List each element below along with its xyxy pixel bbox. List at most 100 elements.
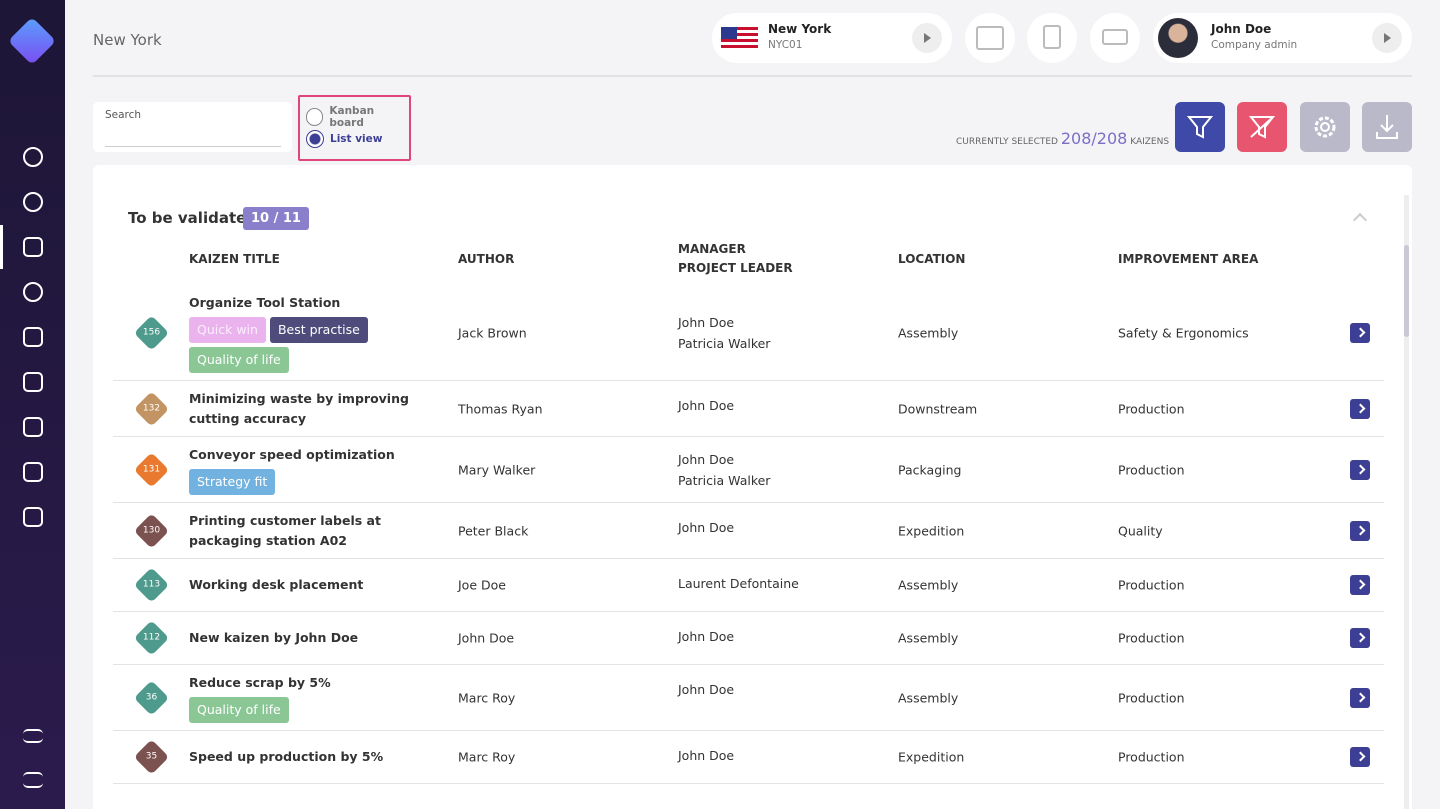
manager: Laurent Defontaine [678, 576, 799, 591]
kaizen-row[interactable]: 36 Reduce scrap by 5% Quality of life Marc … [113, 665, 1384, 731]
location: Assembly [898, 325, 959, 340]
kaizen-row[interactable]: 130 Printing customer labels at packaging… [113, 503, 1384, 559]
filter-button[interactable] [1175, 102, 1225, 152]
routes-button[interactable] [1090, 13, 1140, 63]
location: Expedition [898, 523, 965, 538]
location: Expedition [898, 749, 965, 765]
manager: John Doe [678, 520, 735, 535]
author: Peter Black [458, 523, 529, 538]
settings-button[interactable] [1300, 102, 1350, 152]
kaizen-row[interactable]: 156 Organize Tool Station Quick win Best pr… [113, 285, 1384, 381]
tag: Quality of life [189, 346, 289, 373]
nav-active [0, 225, 3, 269]
site-name: New York [768, 22, 832, 36]
title-cell: Conveyor speed optimization Strategy fit [189, 445, 449, 495]
open-button[interactable] [1350, 520, 1370, 541]
improvement-area: Safety & Ergonomics [1118, 325, 1249, 340]
group-title: To be validated [128, 209, 258, 227]
open-button[interactable] [1350, 575, 1370, 595]
nav-icon[interactable] [23, 282, 43, 302]
kaizen-title: Working desk placement [189, 577, 364, 592]
menu-icon[interactable] [23, 772, 43, 788]
avatar [1158, 18, 1198, 58]
tags: Quick win Best practise Quality of life [189, 313, 389, 373]
open-button[interactable] [1350, 459, 1370, 480]
search-box[interactable]: Search [93, 102, 292, 152]
kaizen-row[interactable]: 112 New kaizen by John Doe John Doe John Do… [113, 612, 1384, 665]
open-button[interactable] [1350, 322, 1370, 343]
location: Assembly [898, 630, 959, 646]
kaizen-title: Conveyor speed optimization [189, 446, 395, 462]
author: Marc Roy [458, 749, 516, 765]
author: Thomas Ryan [458, 401, 543, 416]
search-underline [105, 146, 281, 147]
user-name: John Doe [1211, 22, 1272, 36]
improvement-area: Production [1118, 577, 1185, 593]
kaizen-id: 113 [142, 579, 161, 590]
managers: John Doe [678, 679, 734, 700]
clear-filter-button[interactable] [1237, 102, 1287, 152]
author: Marc Roy [458, 690, 516, 705]
user-menu[interactable]: John Doe Company admin [1153, 13, 1412, 63]
site-arrow[interactable] [912, 23, 942, 53]
kaizen-title: Reduce scrap by 5% [189, 674, 331, 690]
kaizen-id-badge: 36 [133, 679, 170, 716]
selection-prefix: CURRENTLY SELECTED [956, 137, 1058, 147]
location: Assembly [898, 690, 959, 705]
kaizen-id-badge: 112 [133, 620, 170, 656]
manager: John Doe [678, 748, 735, 763]
location: Assembly [898, 577, 959, 593]
improvement-area: Production [1118, 462, 1185, 477]
kaizen-row[interactable]: 132 Minimizing waste by improving cutting… [113, 381, 1384, 437]
kaizen-row[interactable]: 35 Speed up production by 5% Marc Roy John … [113, 731, 1384, 784]
nav-icon[interactable] [23, 417, 43, 437]
site-selector[interactable]: New York NYC01 [712, 13, 952, 63]
nav-icon[interactable] [23, 237, 43, 257]
site-code: NYC01 [768, 39, 803, 51]
column-header: MANAGER PROJECT LEADER [678, 242, 793, 275]
board-button[interactable] [965, 13, 1015, 63]
selection-info: CURRENTLY SELECTED 208/208 KAIZENS [956, 129, 1169, 148]
improvement-area: Production [1118, 690, 1185, 705]
manager: Patricia Walker [678, 472, 771, 488]
kaizen-id: 35 [145, 751, 158, 762]
nav-icon[interactable] [23, 372, 43, 392]
selection-count: 208/208 [1060, 129, 1128, 148]
tag: Quality of life [189, 696, 289, 723]
open-button[interactable] [1350, 628, 1370, 648]
managers: John Doe [678, 395, 734, 416]
improvement-area: Production [1118, 749, 1185, 765]
view-option[interactable]: List view [306, 130, 382, 148]
kaizen-id-badge: 35 [133, 739, 170, 775]
settings-icon[interactable] [23, 729, 43, 743]
kaizen-id: 112 [142, 632, 161, 643]
location: Packaging [898, 462, 962, 477]
nav-icon[interactable] [23, 147, 43, 167]
manager: John Doe [678, 398, 735, 413]
manager: John Doe [678, 451, 735, 467]
tags: Strategy fit [189, 465, 389, 495]
kaizen-row[interactable]: 131 Conveyor speed optimization Strategy f… [113, 437, 1384, 503]
logo[interactable] [7, 16, 57, 66]
open-button[interactable] [1350, 747, 1370, 767]
open-button[interactable] [1350, 398, 1370, 419]
nav-icon[interactable] [23, 462, 43, 482]
user-arrow[interactable] [1372, 23, 1402, 53]
column-header: KAIZEN TITLE [189, 252, 280, 266]
nav-icon[interactable] [23, 192, 43, 212]
kaizen-id: 156 [142, 327, 161, 337]
tasks-button[interactable] [1027, 13, 1077, 63]
tags: Quality of life [189, 693, 389, 723]
kaizen-id: 36 [145, 692, 158, 702]
download-button[interactable] [1362, 102, 1412, 152]
open-button[interactable] [1350, 687, 1370, 708]
kaizen-title: Organize Tool Station [189, 294, 341, 310]
view-option[interactable]: Kanban board [306, 105, 409, 129]
manager: John Doe [678, 314, 735, 330]
nav-icon[interactable] [23, 327, 43, 347]
page-location: New York [93, 31, 162, 49]
collapse-toggle[interactable] [1352, 212, 1368, 228]
search-label: Search [105, 109, 142, 121]
kaizen-row[interactable]: 113 Working desk placement Joe Doe Laurent … [113, 559, 1384, 612]
nav-icon[interactable] [23, 507, 43, 527]
